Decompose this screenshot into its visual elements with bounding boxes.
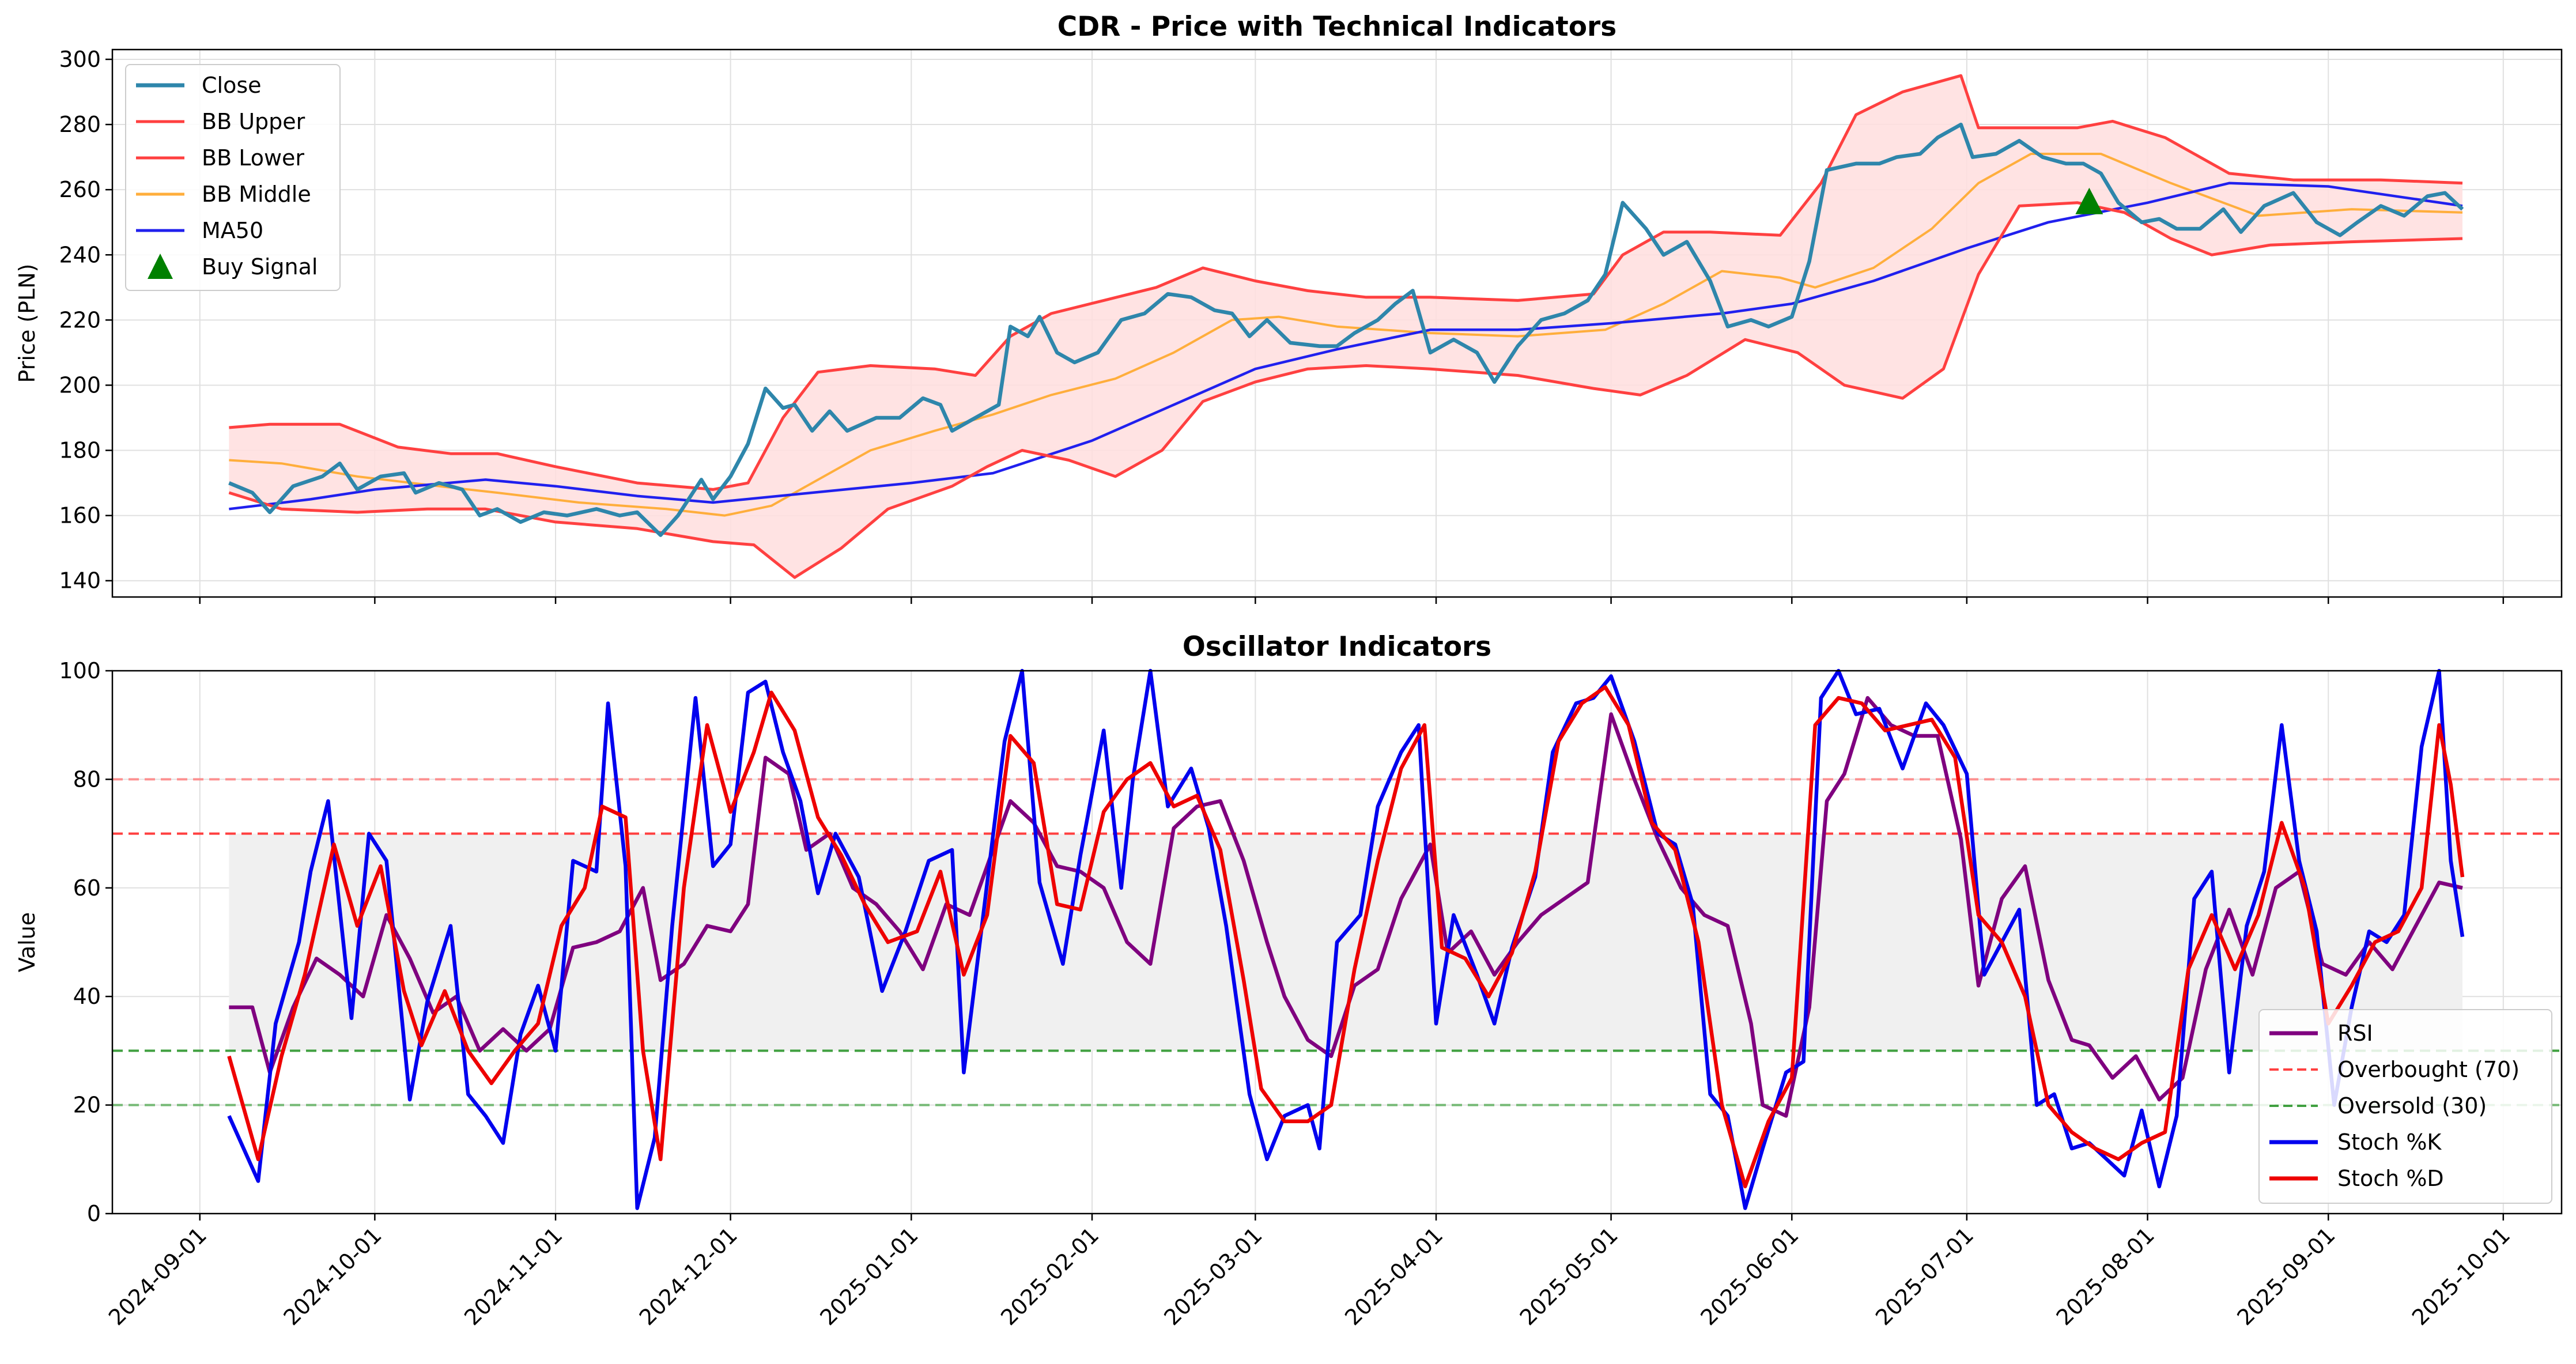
- legend-rsi-label: RSI: [2337, 1021, 2373, 1046]
- legend-bb-upper-label: BB Upper: [202, 109, 305, 134]
- oscillator-y-tick-label: 80: [73, 766, 101, 792]
- price-chart-title: CDR - Price with Technical Indicators: [1057, 11, 1616, 43]
- price-markers: [2075, 187, 2103, 214]
- price-y-tick-label: 160: [59, 503, 101, 528]
- oscillator-legend-box: [2258, 1009, 2552, 1204]
- oscillator-y-tick-label: 100: [59, 658, 101, 683]
- price-y-tick-label: 280: [59, 112, 101, 137]
- legend-overbought-label: Overbought (70): [2337, 1057, 2520, 1082]
- oscillator-y-ticks: 0 20 40 60 80 100: [59, 658, 112, 1226]
- legend-ma50-label: MA50: [202, 218, 263, 243]
- price-y-tick-label: 240: [59, 242, 101, 267]
- price-y-tick-label: 180: [59, 438, 101, 463]
- price-axes-frame: [111, 48, 2563, 598]
- legend-stoch-d-label: Stoch %D: [2337, 1166, 2444, 1191]
- price-series: [228, 74, 2464, 579]
- oscillator-series: [227, 668, 2465, 1210]
- price-y-tick-label: 260: [59, 177, 101, 202]
- legend-buy-signal-label: Buy Signal: [202, 254, 318, 279]
- rsi-line: [229, 696, 2463, 1118]
- legend-close-label: Close: [202, 73, 262, 98]
- legend-buy-signal-marker: [148, 254, 173, 279]
- oscillator-y-axis-label: Value: [14, 912, 40, 972]
- legend-bb-middle-label: BB Middle: [202, 182, 311, 207]
- price-x-ticks: [199, 597, 2505, 604]
- price-y-tick-label: 220: [59, 307, 101, 333]
- ma50-line: [229, 182, 2463, 511]
- close-price-line: [228, 122, 2464, 537]
- legend-oversold-label: Oversold (30): [2337, 1093, 2487, 1119]
- price-y-tick-label: 200: [59, 372, 101, 398]
- stoch-d-line: [227, 685, 2465, 1189]
- oscillator-chart-title: Oscillator Indicators: [1183, 631, 1491, 663]
- bb-middle-line: [229, 153, 2463, 517]
- price-legend: Close BB Upper BB Lower BB Middle MA50 B…: [125, 64, 341, 291]
- price-y-axis-label: Price (PLN): [14, 264, 40, 383]
- oscillator-y-tick-label: 0: [87, 1201, 101, 1226]
- buy-signal-marker: [2075, 187, 2103, 214]
- oscillator-legend: RSI Overbought (70) Oversold (30) Stoch …: [2258, 1009, 2552, 1204]
- oscillator-y-tick-label: 60: [73, 875, 101, 901]
- legend-stoch-k-label: Stoch %K: [2337, 1129, 2442, 1155]
- price-y-tick-label: 140: [59, 568, 101, 594]
- oscillator-y-tick-label: 40: [73, 984, 101, 1009]
- legend-bb-lower-label: BB Lower: [202, 145, 304, 171]
- oscillator-y-tick-label: 20: [73, 1093, 101, 1118]
- bb-lower-line: [228, 201, 2463, 579]
- price-panel: 140 160 180 200 220 240 260 280 300 CDR - Price …: [14, 11, 2563, 604]
- oscillator-axes-frame: [111, 670, 2563, 1215]
- stoch-k-line: [227, 668, 2465, 1210]
- price-y-ticks: 140 160 180 200 220 240 260 280 300: [59, 47, 112, 594]
- oscillator-reference-lines: [112, 778, 2562, 1106]
- price-y-tick-label: 300: [59, 47, 101, 72]
- bb-upper-line: [229, 74, 2463, 491]
